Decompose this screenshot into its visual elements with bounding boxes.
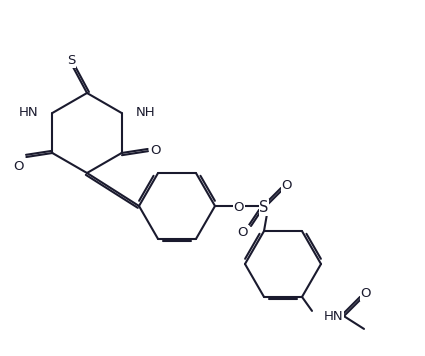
Text: O: O bbox=[361, 287, 371, 300]
Text: O: O bbox=[282, 179, 292, 192]
Text: O: O bbox=[238, 226, 248, 239]
Text: HN: HN bbox=[19, 106, 38, 119]
Text: O: O bbox=[150, 144, 161, 157]
Text: S: S bbox=[67, 54, 75, 67]
Text: O: O bbox=[13, 160, 24, 173]
Text: O: O bbox=[234, 201, 244, 214]
Text: HN: HN bbox=[324, 310, 344, 323]
Text: NH: NH bbox=[136, 106, 155, 119]
Text: S: S bbox=[259, 200, 269, 215]
